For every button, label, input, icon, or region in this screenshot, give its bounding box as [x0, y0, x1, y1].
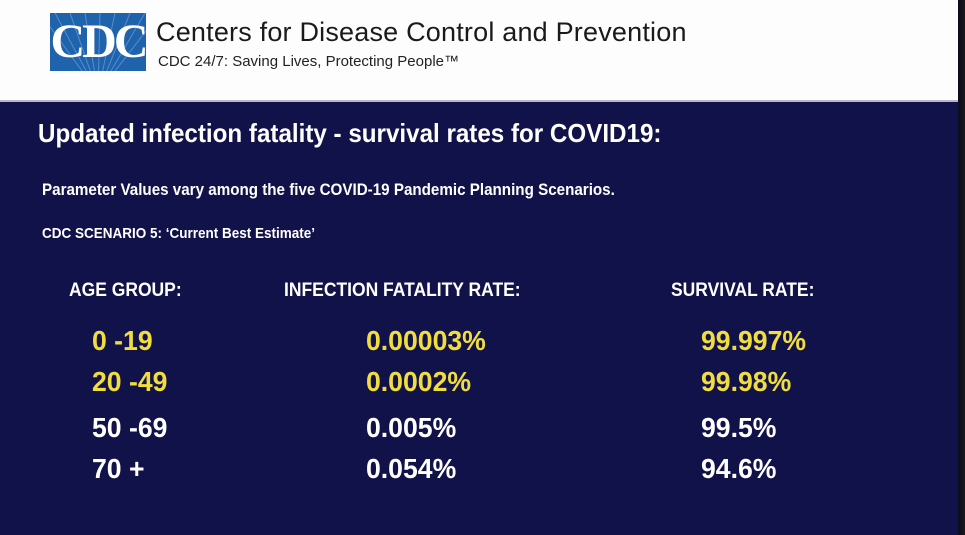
- ifr-cell: 0.054%: [366, 453, 457, 484]
- cdc-logo: CDC: [50, 13, 146, 71]
- column-header-survival: SURVIVAL RATE:: [671, 280, 815, 301]
- ifr-cell: 0.0002%: [366, 366, 472, 397]
- column-header-ifr: INFECTION FATALITY RATE:: [284, 280, 521, 301]
- org-name: Centers for Disease Control and Preventi…: [156, 17, 687, 47]
- age-cell: 70 +: [92, 453, 145, 484]
- survival-cell: 99.98%: [701, 366, 792, 397]
- age-cell: 20 -49: [92, 366, 168, 397]
- ifr-cell: 0.00003%: [366, 325, 486, 356]
- age-cell: 50 -69: [92, 412, 168, 443]
- survival-cell: 99.997%: [701, 325, 807, 356]
- slide-title: Updated infection fatality - survival ra…: [38, 118, 662, 148]
- scenario-label: CDC SCENARIO 5: ‘Current Best Estimate’: [42, 225, 316, 242]
- age-cell: 0 -19: [92, 325, 153, 356]
- survival-cell: 99.5%: [701, 412, 777, 443]
- logo-text: CDC: [50, 15, 147, 68]
- logo-rays-icon: [50, 13, 146, 71]
- cdc-header: CDC Centers for Disease Control and Prev…: [0, 0, 958, 102]
- survival-cell: 94.6%: [701, 453, 777, 484]
- slide-subtitle: Parameter Values vary among the five COV…: [42, 181, 615, 199]
- tagline: CDC 24/7: Saving Lives, Protecting Peopl…: [158, 53, 459, 70]
- column-header-age-group: AGE GROUP:: [69, 280, 182, 301]
- ifr-cell: 0.005%: [366, 412, 457, 443]
- edge-strip: [958, 0, 965, 535]
